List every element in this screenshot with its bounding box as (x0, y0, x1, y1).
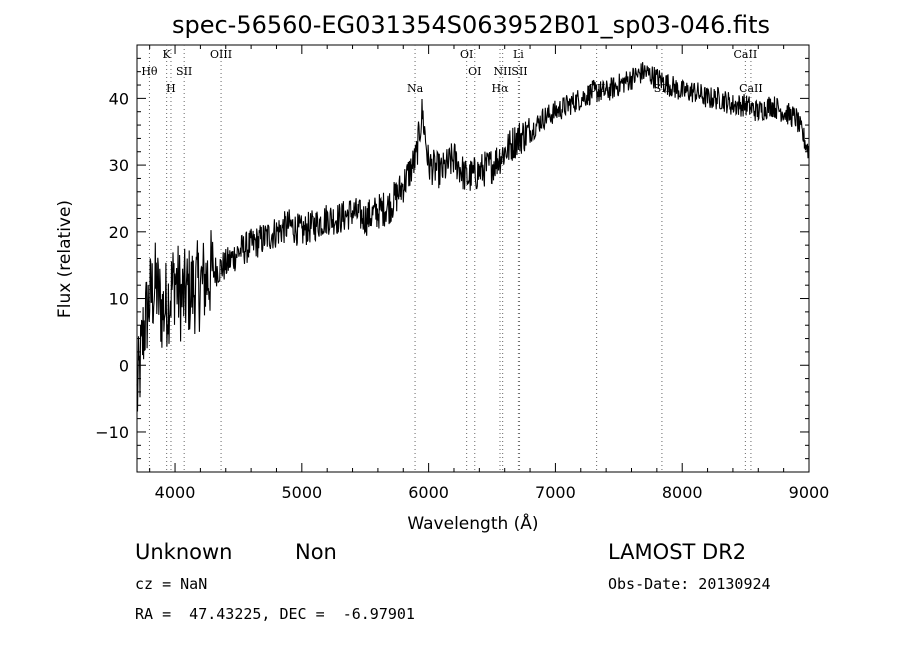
y-tick-label: −10 (95, 423, 129, 442)
x-tick-label: 8000 (662, 483, 703, 502)
x-tick-label: 7000 (535, 483, 576, 502)
object-subclass: Non (295, 540, 337, 564)
spectral-line-label: CaII (734, 48, 758, 61)
object-class: Unknown (135, 540, 233, 564)
spectral-line-label: SII (176, 65, 192, 78)
x-tick-label: 5000 (281, 483, 322, 502)
spectrum-plot: spec-56560-EG031354S063952B01_sp03-046.f… (55, 11, 830, 534)
spectral-line-label: OI (468, 65, 481, 78)
spectral-line-label: Hα (491, 82, 509, 95)
redshift-cz: cz = NaN (135, 575, 208, 593)
spectral-line-label: H (166, 82, 176, 95)
spectral-line-label: Na (407, 82, 424, 95)
spectral-line-label: CaII (739, 82, 763, 95)
spectral-line-label: Hθ (141, 65, 158, 78)
y-tick-label: 20 (109, 223, 129, 242)
chart-title: spec-56560-EG031354S063952B01_sp03-046.f… (172, 11, 770, 39)
coordinates: RA = 47.43225, DEC = -6.97901 (135, 605, 415, 623)
y-axis-ticks: −10 0 10 20 30 40 (95, 44, 809, 473)
x-tick-label: 6000 (408, 483, 449, 502)
spectral-line-label: SII (511, 65, 527, 78)
x-axis-label: Wavelength (Å) (407, 512, 538, 534)
spectral-line-label: NII (494, 65, 512, 78)
y-tick-label: 0 (119, 356, 129, 375)
spectral-line-label: OI (460, 48, 473, 61)
x-axis-ticks: 4000 5000 6000 7000 8000 9000 (149, 45, 830, 502)
spectral-line-label: K (163, 48, 172, 61)
spectral-line-label: Li (513, 48, 524, 61)
x-tick-label: 9000 (789, 483, 830, 502)
y-tick-label: 30 (109, 156, 129, 175)
y-tick-label: 10 (109, 290, 129, 309)
spectrum-series-line (136, 62, 810, 412)
plot-frame (136, 44, 810, 473)
y-tick-label: 40 (109, 89, 129, 108)
survey-name: LAMOST DR2 (608, 540, 747, 564)
x-tick-label: 4000 (155, 483, 196, 502)
observation-date: Obs-Date: 20130924 (608, 575, 771, 593)
spectral-line-label: OIII (210, 48, 232, 61)
y-axis-label: Flux (relative) (55, 200, 75, 318)
